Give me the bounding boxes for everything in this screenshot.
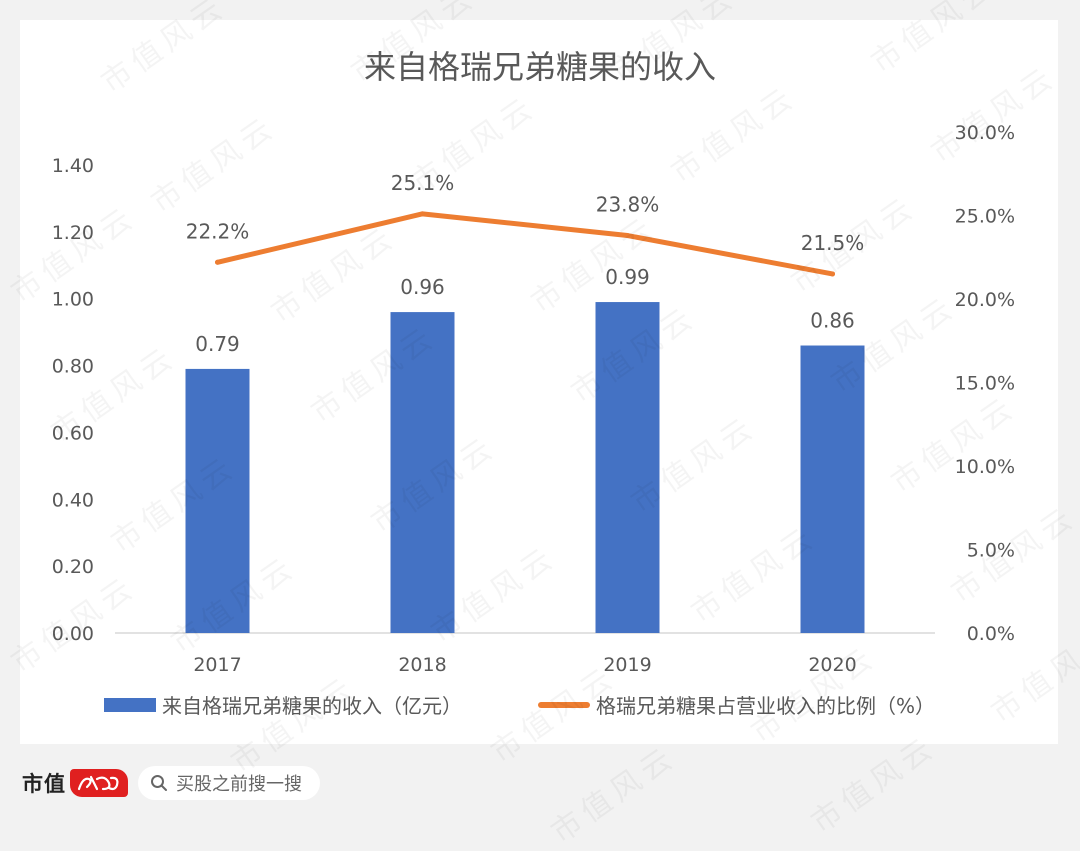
line-path <box>215 211 835 277</box>
bar <box>390 312 455 633</box>
line-point <box>420 211 425 217</box>
left-axis-tick-label: 0.40 <box>52 489 94 511</box>
legend-item-revenue: 来自格瑞兄弟糖果的收入（亿元） <box>104 690 462 719</box>
left-axis-tick-label: 1.00 <box>52 289 94 311</box>
right-axis-tick-label: 0.0% <box>967 623 1015 645</box>
legend-swatch-line <box>538 701 590 708</box>
x-axis: 2017 2018 2019 2020 <box>193 654 856 676</box>
left-axis-tick-label: 0.00 <box>52 623 94 645</box>
bar-series <box>185 302 865 633</box>
x-axis-tick-label: 2017 <box>193 654 241 676</box>
right-axis-tick-label: 25.0% <box>955 206 1015 228</box>
search-icon <box>150 774 168 792</box>
legend-label-ratio: 格瑞兄弟糖果占营业收入的比例（%） <box>596 694 936 718</box>
left-axis: 0.00 0.20 0.40 0.60 0.80 1.00 1.20 1.40 <box>52 155 94 645</box>
line-point <box>830 271 835 277</box>
left-axis-tick-label: 0.80 <box>52 356 94 378</box>
line-data-label: 22.2% <box>186 219 250 243</box>
brand-logo: 市值 <box>22 768 128 798</box>
right-axis-tick-label: 20.0% <box>955 289 1015 311</box>
line-data-label: 23.8% <box>596 193 660 217</box>
legend-label-revenue: 来自格瑞兄弟糖果的收入（亿元） <box>162 694 462 718</box>
right-axis-tick-label: 5.0% <box>967 540 1015 562</box>
brand-name: 市值 <box>22 771 66 796</box>
x-axis-tick-label: 2020 <box>808 654 856 676</box>
chart-title: 来自格瑞兄弟糖果的收入 <box>363 48 716 86</box>
combo-chart: 0.00 0.20 0.40 0.60 0.80 1.00 1.20 1.40 0.0% 5.0… <box>52 122 1015 676</box>
bar-data-labels: 0.79 0.96 0.99 0.86 <box>195 265 855 356</box>
left-axis-tick-label: 1.20 <box>52 222 94 244</box>
right-axis-tick-label: 30.0% <box>955 122 1015 144</box>
bar <box>800 345 865 633</box>
line-series <box>215 211 835 277</box>
line-point <box>215 259 220 265</box>
line-data-label: 21.5% <box>801 231 865 255</box>
right-axis-tick-label: 15.0% <box>955 373 1015 395</box>
x-axis-tick-label: 2018 <box>398 654 446 676</box>
bar-data-label: 0.96 <box>400 275 445 299</box>
legend: 来自格瑞兄弟糖果的收入（亿元） 格瑞兄弟糖果占营业收入的比例（%） <box>0 690 1080 720</box>
brand-seal-icon <box>70 769 128 797</box>
bar <box>185 368 250 633</box>
bar-data-label: 0.99 <box>605 265 650 289</box>
line-data-labels: 22.2% 25.1% 23.8% 21.5% <box>186 171 865 255</box>
bar-data-label: 0.86 <box>810 309 855 333</box>
line-data-label: 25.1% <box>391 171 455 195</box>
search-placeholder: 买股之前搜一搜 <box>176 774 302 795</box>
search-box[interactable]: 买股之前搜一搜 <box>138 766 320 800</box>
left-axis-tick-label: 0.60 <box>52 422 94 444</box>
left-axis-tick-label: 1.40 <box>52 155 94 177</box>
bar-data-label: 0.79 <box>195 332 240 356</box>
legend-item-ratio: 格瑞兄弟糖果占营业收入的比例（%） <box>538 690 935 719</box>
line-point <box>625 233 630 239</box>
left-axis-tick-label: 0.20 <box>52 556 94 578</box>
footer-bar: 市值 买股之前搜一搜 <box>0 752 1080 818</box>
legend-swatch-bar <box>104 697 156 712</box>
right-axis-tick-label: 10.0% <box>955 456 1015 478</box>
right-axis: 0.0% 5.0% 10.0% 15.0% 20.0% 25.0% 30.0% <box>955 122 1015 645</box>
x-axis-tick-label: 2019 <box>603 654 651 676</box>
bar <box>595 302 660 633</box>
